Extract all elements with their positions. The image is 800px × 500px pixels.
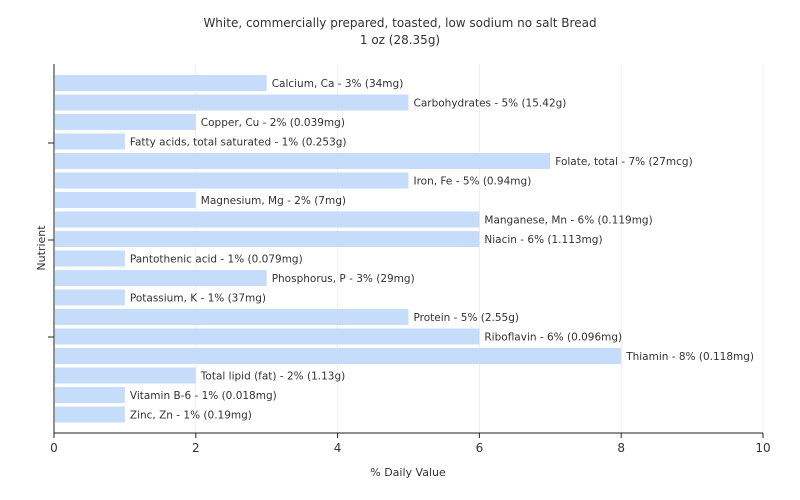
chart-title: White, commercially prepared, toasted, l… [203,16,596,30]
bar-label: Fatty acids, total saturated - 1% (0.253… [130,137,347,149]
bar [55,367,196,384]
x-tick-label: 2 [192,441,200,455]
bar [55,153,551,169]
bar-label: Manganese, Mn - 6% (0.119mg) [484,215,652,227]
bar-label: Zinc, Zn - 1% (0.19mg) [130,410,252,422]
x-tick-label: 8 [617,441,625,455]
bar [55,289,125,306]
x-tick-label: 6 [476,441,484,455]
bar-label: Calcium, Ca - 3% (34mg) [272,78,404,90]
x-tick-label: 0 [50,441,58,455]
bar-label: Copper, Cu - 2% (0.039mg) [201,117,345,129]
bar [55,231,480,247]
bar-label: Potassium, K - 1% (37mg) [130,293,266,305]
bar-label: Carbohydrates - 5% (15.42g) [414,98,567,110]
bar [55,250,125,267]
bar [55,387,125,403]
bar [55,309,409,325]
chart-subtitle: 1 oz (28.35g) [360,33,440,47]
y-axis-label: Nutrient [35,225,48,271]
bar-label: Phosphorus, P - 3% (29mg) [272,273,415,285]
bar [55,406,125,423]
bar [55,133,125,150]
bar [55,94,409,111]
x-axis-label: % Daily Value [370,466,446,479]
bars: Calcium, Ca - 3% (34mg) Carbohydrates - 5… [55,75,754,423]
bar-label: Protein - 5% (2.55g) [414,312,520,324]
bar-label: Pantothenic acid - 1% (0.079mg) [130,254,303,266]
axes [48,64,764,438]
bar [55,348,622,364]
bar-label: Vitamin B-6 - 1% (0.018mg) [130,390,277,402]
x-tick-label: 4 [334,441,342,455]
bar [55,270,267,286]
bar [55,211,480,228]
bar-label: Riboflavin - 6% (0.096mg) [484,332,622,344]
bar [55,328,480,345]
x-tick-labels: 0 2 4 6 8 10 [50,441,770,455]
bar [55,75,267,91]
bar [55,172,409,189]
bar [55,114,196,130]
bar-label: Total lipid (fat) - 2% (1.13g) [200,371,345,383]
bar-label: Thiamin - 8% (0.118mg) [625,351,754,363]
bar-label: Folate, total - 7% (27mcg) [555,156,692,168]
bar [55,192,196,208]
bar-label: Magnesium, Mg - 2% (7mg) [201,195,346,207]
x-tick-label: 10 [755,441,770,455]
bar-label: Iron, Fe - 5% (0.94mg) [414,176,532,188]
bar-label: Niacin - 6% (1.113mg) [484,234,602,246]
